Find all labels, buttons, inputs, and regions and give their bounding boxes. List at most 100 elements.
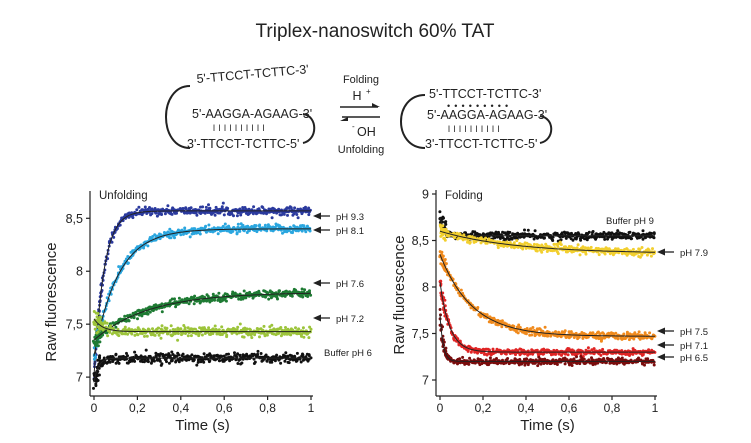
- data-point: [202, 352, 206, 356]
- data-point: [564, 352, 567, 356]
- series-ph-7.2: pH 7.2: [92, 310, 364, 342]
- panel-title: Unfolding: [99, 190, 148, 202]
- data-point: [304, 230, 308, 234]
- data-point: [207, 223, 211, 227]
- unfolding-chart: 0 0,2 0,4 0,6 0,8 1 7 7,5 8 8,5 Time (s) Raw fluore…: [43, 190, 372, 434]
- series-ph-7.6: pH 7.6: [91, 279, 364, 348]
- panel-title: Folding: [445, 190, 483, 202]
- data-point: [518, 326, 522, 329]
- data-point: [592, 347, 596, 351]
- data-point: [284, 326, 287, 329]
- data-point: [133, 333, 137, 337]
- y-axis-label: Raw fluorescence: [43, 242, 60, 361]
- data-point: [106, 334, 110, 338]
- data-point: [563, 329, 567, 333]
- data-point: [188, 235, 192, 239]
- data-point: [117, 361, 121, 365]
- x-axis-label: Time (s): [175, 417, 229, 434]
- data-point: [98, 340, 102, 344]
- data-point: [579, 352, 583, 356]
- data-point: [307, 336, 311, 340]
- data-point: [145, 334, 149, 338]
- series-label: pH 7.1: [680, 341, 708, 352]
- data-point: [253, 360, 257, 364]
- data-point: [154, 354, 158, 358]
- data-point: [563, 356, 567, 360]
- series-label: pH 7.9: [680, 248, 708, 259]
- data-point: [628, 230, 632, 234]
- y-tick-label: 7: [422, 374, 429, 388]
- right-bottom-strand: 3'-TTCCT-TCTTC-5': [425, 137, 537, 151]
- data-point: [569, 361, 573, 365]
- data-point: [633, 331, 637, 335]
- data-point: [631, 247, 635, 251]
- data-point: [126, 354, 129, 358]
- data-point: [517, 323, 521, 327]
- data-point: [101, 362, 105, 366]
- data-point: [237, 297, 241, 301]
- data-point: [529, 327, 532, 331]
- data-point: [132, 316, 136, 320]
- data-point: [651, 247, 654, 251]
- fit-line: [93, 210, 311, 378]
- data-point: [208, 359, 212, 363]
- data-point: [574, 232, 578, 235]
- label-arrow-head: [657, 341, 665, 349]
- data-point: [236, 222, 240, 226]
- left-hairpin-loop: [165, 85, 191, 149]
- data-point: [176, 338, 180, 342]
- data-point: [304, 205, 307, 209]
- data-point: [227, 352, 230, 356]
- data-point: [300, 287, 304, 291]
- data-point: [296, 229, 300, 233]
- left-bottom-strand: 3'-TTCCT-TCTTC-5': [187, 137, 299, 151]
- data-point: [211, 332, 215, 336]
- x-tick-label: 0,4: [518, 401, 535, 415]
- data-point: [551, 238, 554, 242]
- data-point: [167, 361, 171, 365]
- data-point: [493, 236, 497, 240]
- data-point: [462, 233, 466, 237]
- data-point: [443, 238, 447, 242]
- data-point: [287, 361, 291, 365]
- data-point: [620, 356, 624, 360]
- data-point: [640, 246, 644, 249]
- y-tick-label: 8,5: [412, 234, 429, 248]
- data-point: [168, 227, 172, 231]
- x-tick-label: 1: [308, 401, 315, 415]
- unfolding-reagent: OH: [357, 125, 376, 139]
- data-point: [126, 261, 130, 265]
- data-point: [111, 360, 115, 363]
- data-point: [649, 254, 653, 258]
- data-point: [442, 340, 446, 344]
- data-point: [284, 354, 287, 358]
- data-point: [642, 336, 646, 339]
- data-point: [235, 214, 239, 218]
- data-point: [256, 349, 260, 353]
- data-point: [153, 207, 157, 210]
- data-point: [289, 206, 293, 210]
- data-point: [625, 247, 629, 251]
- data-point: [116, 327, 120, 331]
- series-label: Buffer pH 6: [324, 348, 372, 359]
- data-point: [187, 302, 191, 306]
- data-point: [491, 347, 495, 351]
- data-point: [235, 332, 239, 336]
- data-point: [587, 230, 591, 234]
- data-point: [133, 359, 137, 363]
- data-point: [508, 230, 512, 234]
- data-point: [575, 362, 579, 365]
- data-point: [266, 291, 270, 295]
- data-point: [201, 358, 205, 361]
- data-point: [463, 362, 467, 366]
- data-point: [302, 335, 306, 339]
- data-point: [167, 352, 171, 356]
- data-point: [293, 206, 297, 210]
- data-point: [179, 233, 183, 237]
- data-point: [459, 288, 463, 292]
- scheme-arrows: Folding H + - OH Unfolding: [338, 74, 384, 156]
- data-point: [196, 360, 200, 364]
- right-duplex-loop: [539, 115, 553, 144]
- data-point: [102, 356, 106, 360]
- data-point: [616, 229, 620, 233]
